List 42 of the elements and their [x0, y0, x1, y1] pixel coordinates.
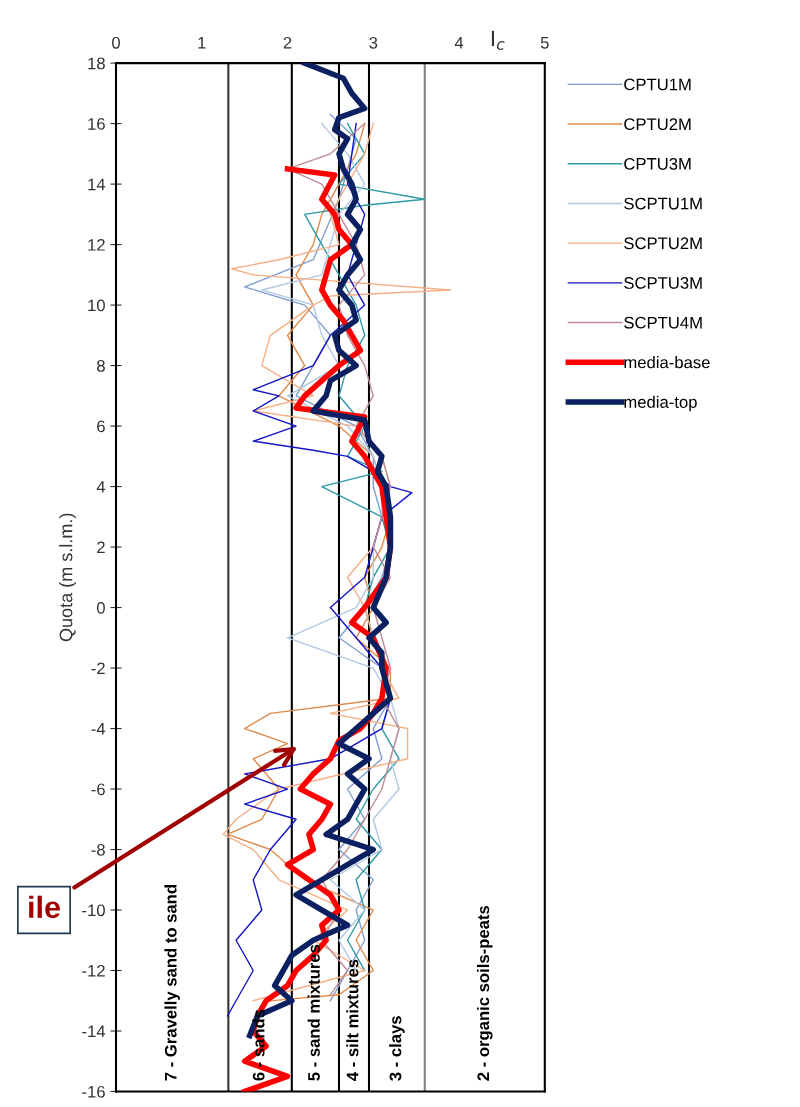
y-tick-label: -14	[82, 1025, 106, 1038]
legend-label: CPTU2M	[624, 118, 691, 131]
x-tick-label: 2	[283, 36, 292, 49]
y-axis-title: Quota (m s.l.m.)	[59, 513, 76, 642]
annotation: 6 - sands	[252, 1009, 265, 1081]
y-tick-label: 10	[88, 299, 105, 312]
x-axis-title: I$_{c}$	[491, 30, 505, 50]
y-tick-label: 2	[97, 541, 105, 554]
legend-label: SCPTU3M	[624, 277, 702, 289]
y-tick-label: 4	[96, 481, 106, 493]
y-tick-label: -16	[82, 1085, 105, 1098]
x-tick-label: 1	[198, 37, 206, 49]
y-tick-label: 18	[88, 57, 105, 70]
y-tick-label: -10	[82, 904, 105, 917]
legend-label: media-top	[624, 395, 697, 412]
y-tick-label: -12	[82, 964, 105, 977]
y-tick-label: -6	[91, 783, 105, 796]
legend-label: SCPTU1M	[624, 197, 702, 210]
y-tick-label: 8	[97, 359, 105, 372]
legend-label: SCPTU4M	[624, 316, 702, 329]
text: ile	[29, 895, 60, 919]
y-tick-label: 14	[88, 178, 106, 191]
x-tick-label: 3	[369, 36, 378, 49]
annotation: 2 - organic soils-peats	[476, 905, 493, 1081]
annotation: 4 - silt mixtures	[346, 959, 359, 1081]
y-tick-label: 16	[88, 117, 105, 130]
y-tick-label: -8	[91, 843, 105, 856]
y-tick-label: 6	[97, 420, 105, 433]
annotation: 7 - Gravelly sand to sand	[164, 885, 180, 1081]
legend-label: CPTU3M	[624, 157, 691, 170]
x-tick-label: 5	[540, 37, 549, 49]
annotation: 3 - clays	[389, 1016, 405, 1081]
y-tick-label: 12	[88, 238, 105, 251]
y-tick-label: -2	[91, 662, 105, 675]
x-tick-label: 4	[454, 37, 464, 49]
legend-label: CPTU1M	[624, 78, 691, 91]
x-tick-label: 0	[112, 36, 120, 49]
legend-label: SCPTU2M	[624, 237, 702, 250]
y-tick-label: 0	[96, 601, 105, 614]
y-tick-label: -4	[91, 723, 106, 735]
legend-label: media-base	[624, 356, 710, 369]
annotation: 5 - sand mixtures	[307, 944, 320, 1081]
